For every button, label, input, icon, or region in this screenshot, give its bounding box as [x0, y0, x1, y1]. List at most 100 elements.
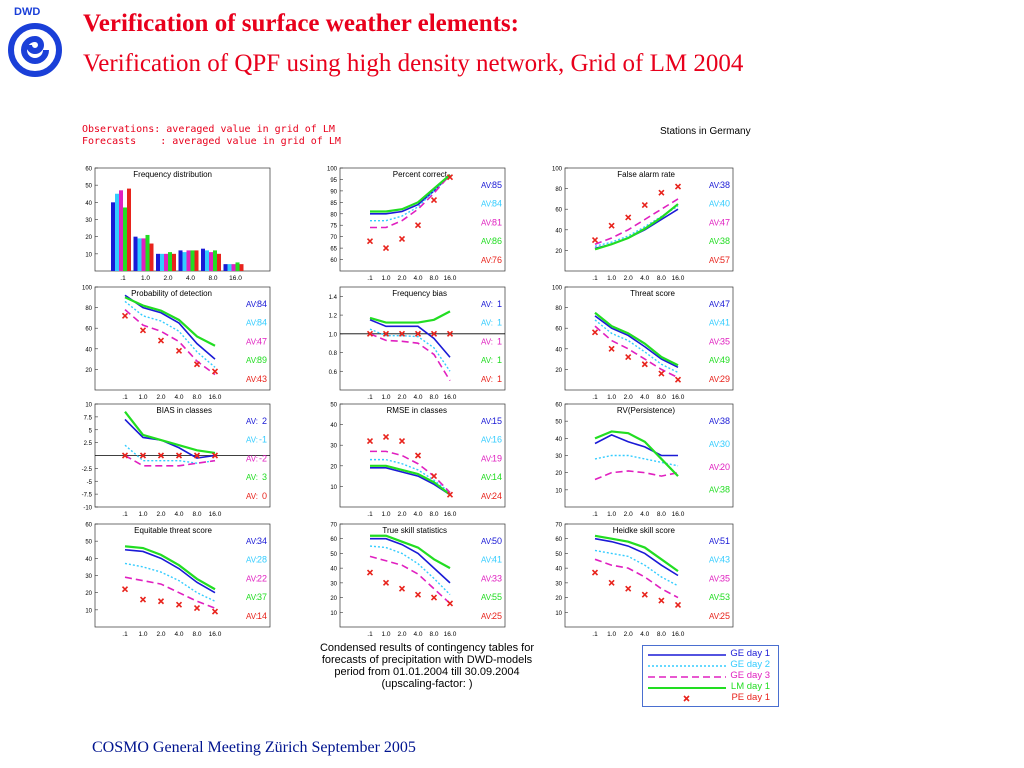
x-tick-label: 16.0	[444, 394, 457, 401]
x-tick-label: 1.0	[381, 631, 390, 638]
chart-panel: Heidke skill score 10 20 30 40 50 60 70 .1 1.0 2.0…	[555, 523, 734, 638]
series-line	[124, 576, 216, 609]
av-label: AV:	[709, 440, 721, 449]
av-label: AV:	[481, 200, 493, 209]
series-line	[370, 174, 451, 213]
av-value: 89	[257, 355, 267, 365]
x-tick-label: .1	[367, 511, 373, 518]
caption-line: forecasts of precipitation with DWD-mode…	[321, 654, 533, 666]
title-bold: Verification of surface weather elements…	[83, 10, 519, 37]
x-tick-label: 8.0	[192, 511, 201, 518]
y-tick-label: 85	[330, 201, 337, 207]
av-label: AV:	[481, 593, 493, 602]
y-tick-label: 60	[555, 403, 562, 409]
y-tick-label: 80	[555, 306, 562, 312]
av-label: AV:	[481, 181, 493, 190]
data-point	[366, 438, 374, 445]
av-label: AV:	[709, 356, 721, 365]
av-value: 28	[257, 555, 267, 565]
bar	[182, 252, 187, 271]
series-line	[370, 450, 451, 494]
x-tick-label: .1	[592, 511, 598, 518]
data-point	[175, 452, 183, 459]
data-point	[414, 330, 422, 337]
av-label: AV:	[709, 612, 721, 621]
av-value: 20	[720, 462, 730, 472]
x-tick-label: 8.0	[429, 631, 438, 638]
series-line	[594, 534, 679, 572]
x-tick-label: 2.0	[397, 631, 406, 638]
av-value: 25	[492, 611, 502, 621]
x-tick-label: 4.0	[640, 631, 649, 638]
y-tick-label: 1.0	[329, 332, 338, 338]
data-point	[175, 601, 183, 608]
chart-title: Equitable threat score	[134, 526, 212, 535]
chart-frame	[339, 167, 506, 272]
y-tick-label: 40	[85, 347, 92, 353]
y-tick-label: 60	[85, 327, 92, 333]
chart-title: Frequency distribution	[133, 170, 212, 179]
y-tick-label: 1.4	[329, 295, 338, 301]
x-tick-label: 8.0	[657, 394, 666, 401]
av-label: AV:	[709, 486, 721, 495]
data-point	[382, 433, 390, 441]
av-value: 1	[497, 374, 502, 384]
y-tick-label: 90	[330, 189, 337, 195]
bar	[186, 250, 191, 271]
data-point	[608, 579, 615, 586]
y-tick-label: 30	[555, 454, 562, 460]
chart-title: RMSE in classes	[387, 406, 447, 415]
y-tick-label: 40	[555, 437, 562, 443]
x-tick-label: .1	[122, 631, 128, 638]
data-point	[211, 368, 219, 375]
data-point	[414, 591, 422, 598]
data-point	[608, 345, 615, 352]
av-value: 55	[492, 592, 502, 602]
chart-frame	[339, 523, 506, 628]
av-label: AV:	[481, 537, 493, 546]
x-tick-label: 1.0	[607, 511, 616, 518]
data-point	[139, 452, 147, 459]
y-tick-label: 60	[330, 537, 337, 543]
chart-panel: Frequency bias 0.6 0.8 1.0 1.2 1.4 .1 1.0 2.0 4.0…	[329, 286, 506, 401]
x-tick-label: 1.0	[381, 275, 390, 282]
chart-panel: Probability of detection 20 40 60 80 100 .1 1.0…	[82, 286, 271, 401]
x-tick-label: 16.0	[672, 631, 685, 638]
av-label: AV:	[246, 337, 258, 346]
x-tick-label: .1	[122, 394, 128, 401]
stations-label: Stations in Germany	[660, 126, 751, 137]
data-point	[366, 569, 374, 576]
y-tick-label: 95	[330, 178, 337, 184]
y-tick-label: 100	[82, 286, 93, 292]
av-value: -2	[259, 453, 267, 463]
av-value: -1	[259, 435, 267, 445]
y-tick-label: 40	[85, 201, 92, 207]
data-point	[398, 438, 406, 445]
series-line	[124, 309, 216, 376]
x-tick-label: 2.0	[624, 631, 633, 638]
series-line	[369, 310, 451, 324]
chart-title: True skill statistics	[382, 526, 447, 535]
av-value: 53	[720, 592, 730, 602]
chart-title: Frequency bias	[392, 289, 447, 298]
av-value: 41	[492, 555, 502, 565]
y-tick-label: 7.5	[84, 415, 93, 421]
y-tick-label: 10	[555, 611, 562, 617]
x-tick-label: 16.0	[672, 511, 685, 518]
y-tick-label: 60	[85, 167, 92, 173]
x-tick-label: 4.0	[640, 394, 649, 401]
y-tick-label: 40	[555, 567, 562, 573]
x-tick-label: 4.0	[174, 394, 183, 401]
av-value: 38	[720, 416, 730, 426]
x-tick-label: .1	[367, 394, 373, 401]
bar	[145, 234, 150, 271]
av-value: 43	[257, 374, 267, 384]
data-point	[591, 329, 599, 336]
y-tick-label: 80	[85, 306, 92, 312]
chart-panel: False alarm rate 20 40 60 80 100 .1 1.0 2.0 4.0 8.…	[552, 167, 734, 282]
y-tick-label: 65	[330, 247, 337, 253]
x-tick-label: 16.0	[229, 275, 242, 282]
av-label: AV:	[481, 612, 493, 621]
data-point	[625, 214, 632, 221]
